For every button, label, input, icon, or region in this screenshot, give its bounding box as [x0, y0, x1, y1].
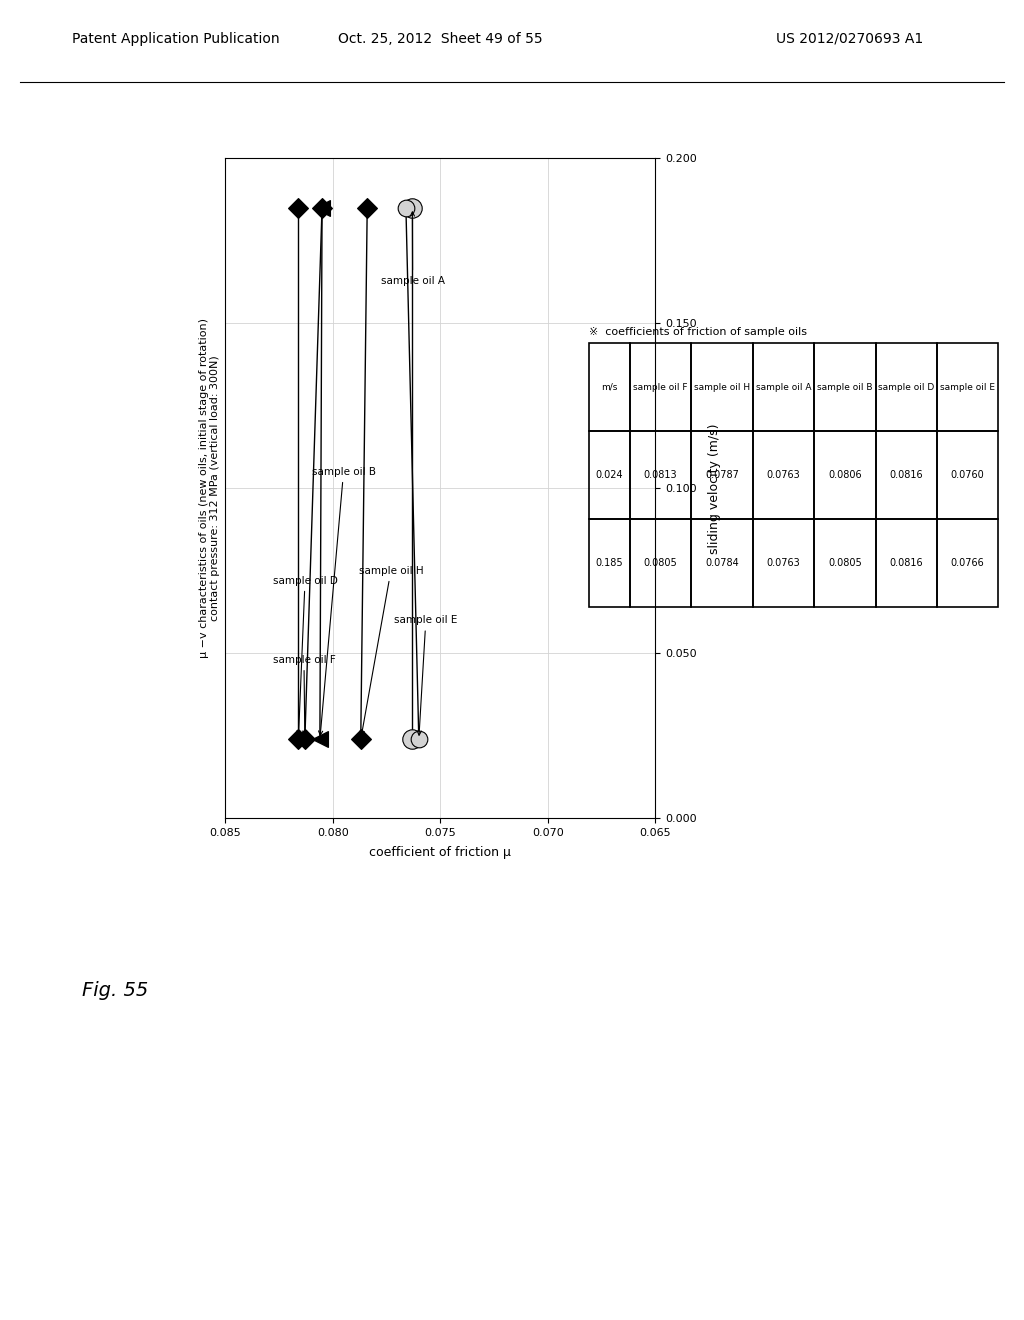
Bar [691, 519, 753, 607]
Text: 0.0813: 0.0813 [644, 470, 677, 480]
Text: sample oil H: sample oil H [358, 566, 423, 735]
Text: sample oil E: sample oil E [394, 615, 458, 735]
Text: sample oil B: sample oil B [817, 383, 872, 392]
Text: m/s: m/s [601, 383, 617, 392]
Bar [876, 432, 937, 519]
Text: sample oil F: sample oil F [633, 383, 688, 392]
Bar [630, 432, 691, 519]
Text: sample oil A: sample oil A [381, 213, 444, 285]
Text: 0.0805: 0.0805 [644, 558, 677, 568]
Bar [814, 343, 876, 432]
Text: US 2012/0270693 A1: US 2012/0270693 A1 [776, 32, 924, 46]
Text: 0.0766: 0.0766 [951, 558, 984, 568]
Bar [876, 519, 937, 607]
Text: 0.0763: 0.0763 [767, 470, 800, 480]
Bar [630, 519, 691, 607]
Bar [691, 343, 753, 432]
Text: Fig. 55: Fig. 55 [82, 981, 148, 999]
Text: sample oil H: sample oil H [694, 383, 750, 392]
Text: ※  coefficients of friction of sample oils: ※ coefficients of friction of sample oil… [589, 326, 807, 337]
Bar [753, 432, 814, 519]
Bar [589, 519, 630, 607]
Bar [937, 432, 998, 519]
Text: Patent Application Publication: Patent Application Publication [72, 32, 280, 46]
Text: sample oil E: sample oil E [940, 383, 995, 392]
Text: 0.0760: 0.0760 [951, 470, 984, 480]
Text: sample oil D: sample oil D [879, 383, 934, 392]
Text: sample oil B: sample oil B [311, 467, 376, 735]
X-axis label: coefficient of friction μ: coefficient of friction μ [370, 846, 511, 859]
Text: 0.024: 0.024 [596, 470, 623, 480]
Text: sample oil A: sample oil A [756, 383, 811, 392]
Bar [589, 343, 630, 432]
Text: 0.0784: 0.0784 [706, 558, 738, 568]
Y-axis label: sliding velocity (m/s): sliding velocity (m/s) [708, 424, 721, 553]
Text: 0.0816: 0.0816 [890, 558, 923, 568]
Bar [876, 343, 937, 432]
Text: 0.0763: 0.0763 [767, 558, 800, 568]
Text: sample oil D: sample oil D [272, 576, 338, 735]
Bar [753, 343, 814, 432]
Bar [937, 343, 998, 432]
Text: 0.0805: 0.0805 [828, 558, 861, 568]
Text: 0.0806: 0.0806 [828, 470, 861, 480]
Bar [937, 519, 998, 607]
Bar [589, 432, 630, 519]
Bar [753, 519, 814, 607]
Text: μ −v characteristics of oils (new oils, initial stage of rotation)
contact press: μ −v characteristics of oils (new oils, … [199, 318, 220, 659]
Text: Oct. 25, 2012  Sheet 49 of 55: Oct. 25, 2012 Sheet 49 of 55 [338, 32, 543, 46]
Text: sample oil F: sample oil F [272, 655, 335, 735]
Bar [630, 343, 691, 432]
Bar [814, 519, 876, 607]
Text: 0.0787: 0.0787 [705, 470, 739, 480]
Bar [814, 432, 876, 519]
Bar [691, 432, 753, 519]
Text: 0.0816: 0.0816 [890, 470, 923, 480]
Text: 0.185: 0.185 [596, 558, 623, 568]
